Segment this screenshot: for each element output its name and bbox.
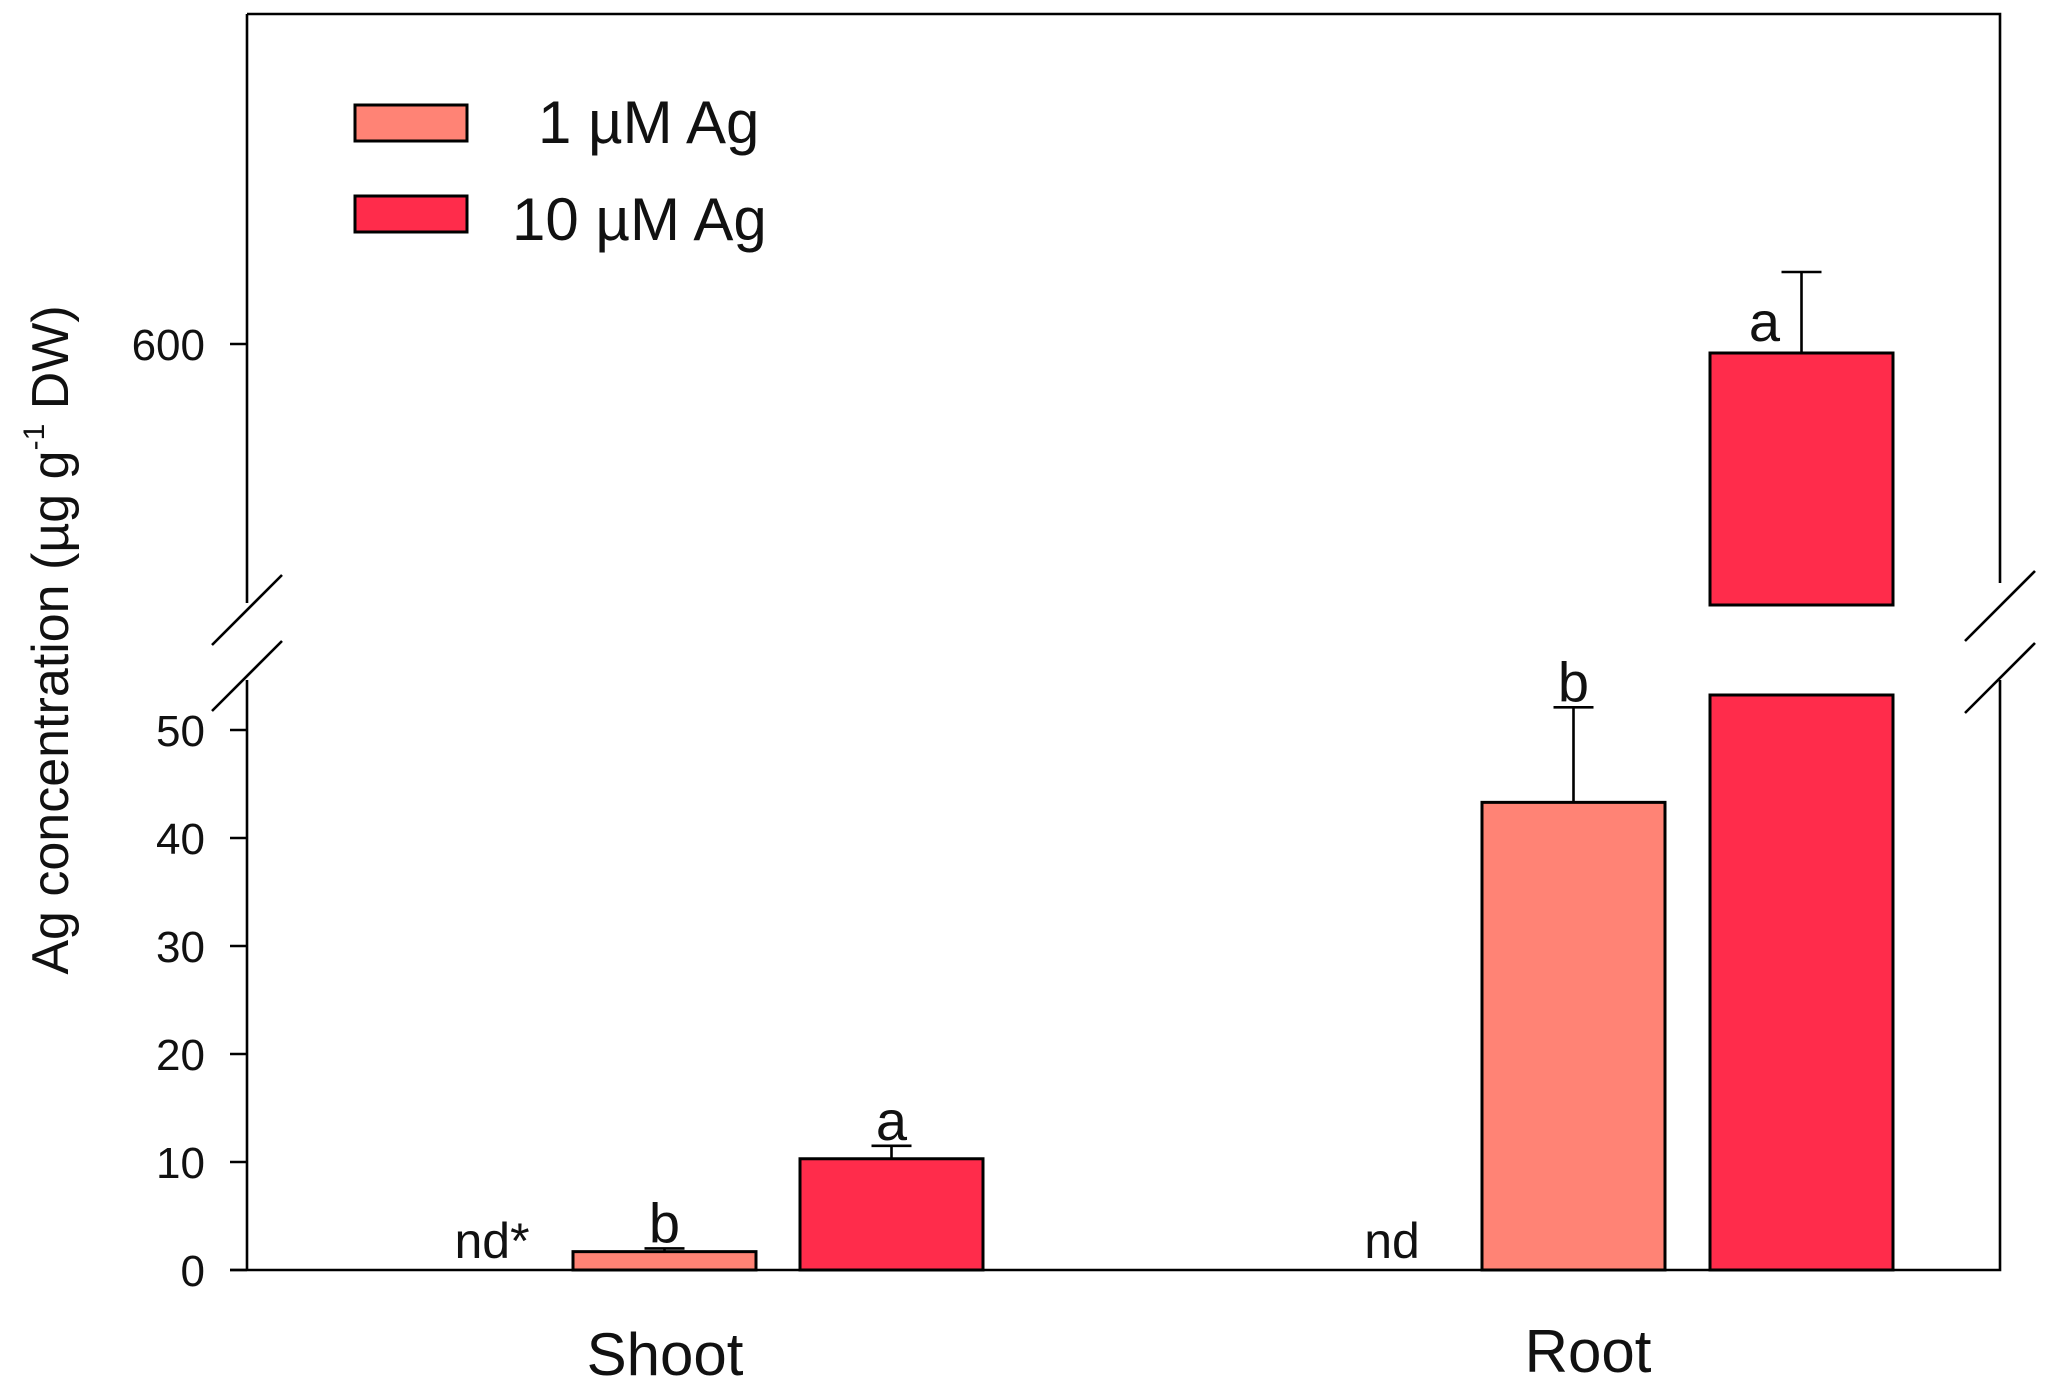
error-bar-root-s0	[1553, 706, 1594, 803]
y-tick-label-50: 50	[156, 707, 205, 756]
error-bar-shoot-s1	[871, 1144, 912, 1159]
y-tick-label-600: 600	[132, 321, 205, 370]
legend-label-1uM: 1 µM Ag	[538, 89, 759, 156]
bar-shoot-s1	[798, 1157, 985, 1272]
y-axis-title-sup: -1	[18, 424, 51, 451]
nd-label-shoot: nd*	[454, 1213, 529, 1269]
axis-break-left-upper	[211, 574, 283, 646]
error-bar-root-s1	[1781, 270, 1822, 353]
error-bar-shoot-s0	[644, 1247, 685, 1252]
y-tick-label-20: 20	[156, 1031, 205, 1080]
bar-root-s1-upper	[1708, 351, 1895, 607]
legend-label-10uM: 10 µM Ag	[512, 186, 767, 253]
category-label-shoot: Shoot	[587, 1321, 744, 1388]
y-tick-label-40: 40	[156, 815, 205, 864]
bar-labels: nd* b a nd b a	[454, 290, 1780, 1269]
y-ticks: 0 10 20 30 40 50 600	[132, 321, 247, 1296]
y-tick-label-0: 0	[181, 1247, 205, 1296]
sig-label-root-s0: b	[1558, 650, 1589, 713]
sig-label-shoot-s0: b	[649, 1191, 680, 1254]
axis-break-right-lower	[1964, 642, 2036, 714]
legend: 1 µM Ag 10 µM Ag	[353, 89, 767, 253]
bar-root-s1-lower	[1708, 693, 1895, 1272]
legend-swatch-1uM	[353, 103, 469, 143]
bars	[571, 270, 1897, 1272]
bar-root-s0	[1480, 800, 1667, 1272]
bar-root-s1-gap	[1706, 606, 1897, 694]
sig-label-shoot-s1: a	[876, 1089, 908, 1152]
axis-break-left-lower	[211, 640, 283, 712]
axis-break-right-upper	[1964, 570, 2036, 642]
y-tick-label-30: 30	[156, 923, 205, 972]
category-label-root: Root	[1525, 1318, 1652, 1385]
legend-swatch-10uM	[353, 194, 469, 234]
nd-label-root: nd	[1364, 1213, 1420, 1269]
sig-label-root-s1: a	[1749, 290, 1781, 353]
y-axis-title-tail: DW)	[22, 305, 80, 423]
y-axis-title-main: Ag concentration (µg g	[22, 450, 80, 974]
y-axis-title: Ag concentration (µg g-1 DW)	[18, 305, 80, 974]
y-tick-label-10: 10	[156, 1139, 205, 1188]
